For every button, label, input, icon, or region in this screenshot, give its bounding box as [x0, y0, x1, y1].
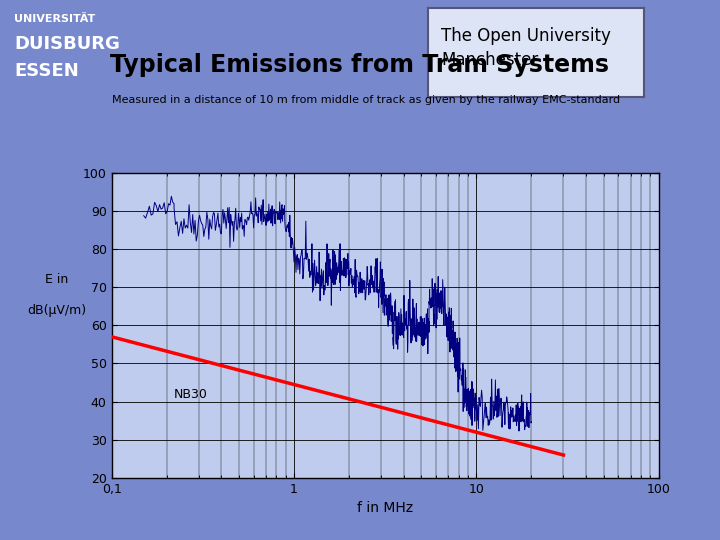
Text: ESSEN: ESSEN — [14, 62, 79, 80]
Text: The Open University
Manchester: The Open University Manchester — [441, 28, 611, 69]
Text: dB(μV/m): dB(μV/m) — [27, 303, 86, 316]
X-axis label: f in MHz: f in MHz — [357, 501, 413, 515]
Text: DUISBURG: DUISBURG — [14, 35, 120, 53]
Text: NB30: NB30 — [174, 388, 208, 401]
Text: Measured in a distance of 10 m from middle of track as given by the railway EMC-: Measured in a distance of 10 m from midd… — [112, 95, 620, 105]
Text: Typical Emissions from Tram Systems: Typical Emissions from Tram Systems — [110, 53, 610, 77]
Text: E in: E in — [45, 273, 68, 286]
Text: UNIVERSITÄT: UNIVERSITÄT — [14, 14, 96, 24]
